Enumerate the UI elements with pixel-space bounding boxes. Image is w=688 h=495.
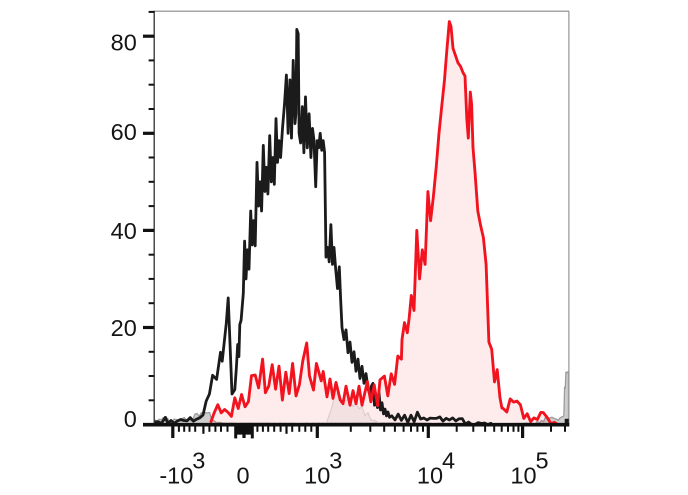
svg-text:3: 3	[192, 447, 205, 473]
svg-text:0: 0	[236, 462, 249, 488]
svg-text:80: 80	[111, 29, 137, 55]
svg-text:0: 0	[124, 406, 137, 432]
svg-text:4: 4	[442, 447, 455, 473]
svg-text:20: 20	[111, 315, 137, 341]
svg-text:10: 10	[510, 462, 536, 488]
svg-text:10: 10	[304, 462, 330, 488]
svg-text:3: 3	[329, 447, 342, 473]
svg-text:60: 60	[111, 119, 137, 145]
svg-text:10: 10	[417, 462, 443, 488]
svg-text:5: 5	[536, 447, 549, 473]
svg-text:-10: -10	[159, 462, 193, 488]
svg-text:40: 40	[111, 218, 137, 244]
